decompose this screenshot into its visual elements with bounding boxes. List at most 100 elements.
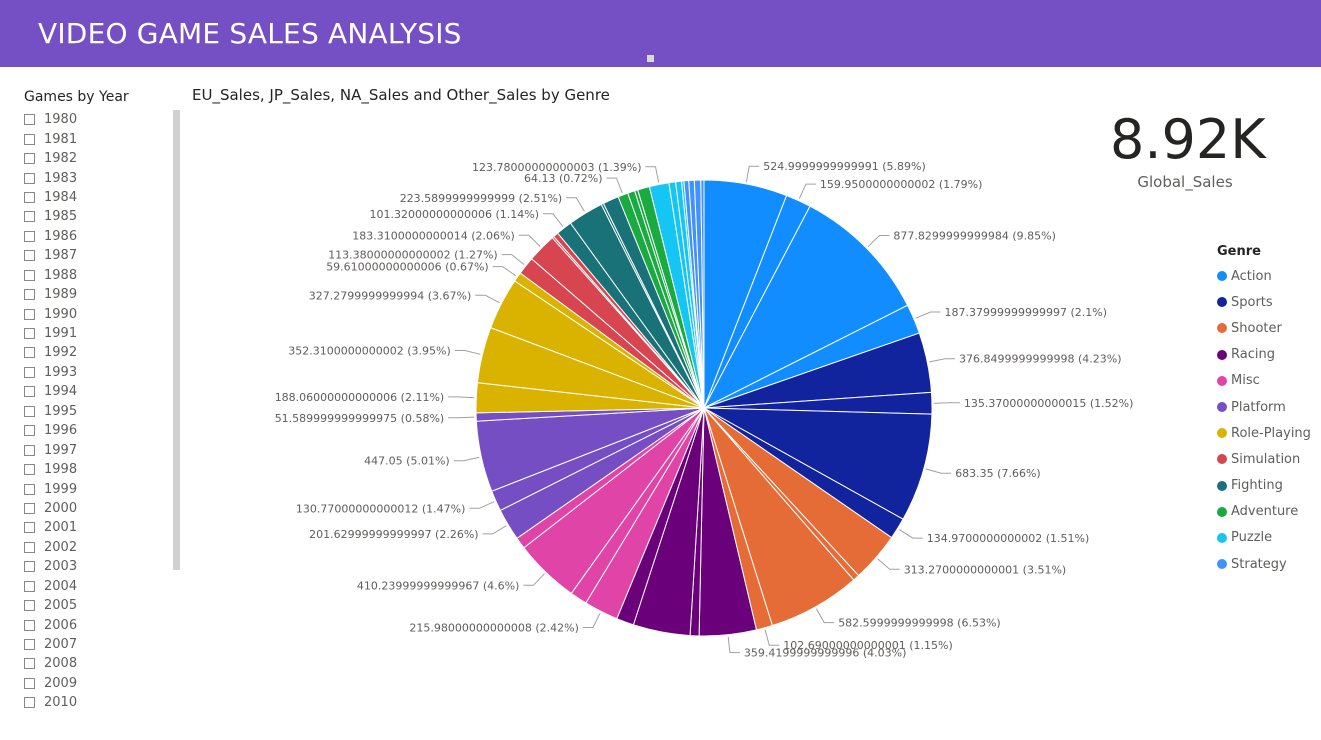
year-label: 2005 [44,598,78,614]
leader-line [745,165,760,182]
year-option-1997[interactable]: 1997 [24,440,77,459]
year-checkbox[interactable] [24,328,35,340]
legend-item-shooter[interactable]: Shooter [1217,315,1311,341]
year-label: 1981 [44,131,78,147]
legend-label: Fighting [1231,478,1283,494]
year-option-2004[interactable]: 2004 [24,577,77,596]
year-option-1992[interactable]: 1992 [24,343,77,362]
year-option-1987[interactable]: 1987 [24,246,77,265]
year-option-1982[interactable]: 1982 [24,149,77,168]
year-checkbox[interactable] [24,386,35,398]
year-checkbox[interactable] [24,250,35,262]
legend-marker [1217,349,1227,360]
year-checkbox[interactable] [24,172,35,184]
year-checkbox[interactable] [24,366,35,378]
year-checkbox[interactable] [24,561,35,573]
year-checkbox[interactable] [24,619,35,631]
pie-slice-sports[interactable] [703,407,933,520]
year-checkbox[interactable] [24,191,35,203]
year-option-2000[interactable]: 2000 [24,499,77,518]
year-checkbox[interactable] [24,483,35,495]
year-checkbox[interactable] [24,133,35,145]
year-checkbox[interactable] [24,502,35,514]
year-checkbox[interactable] [24,464,35,476]
year-option-1999[interactable]: 1999 [24,479,77,498]
year-checkbox[interactable] [24,697,35,708]
year-option-1981[interactable]: 1981 [24,129,77,148]
year-option-1986[interactable]: 1986 [24,227,77,246]
pie-slice-action[interactable] [702,205,909,410]
year-checkbox[interactable] [24,308,35,320]
leader-line [582,612,601,628]
year-label: 1989 [44,287,78,303]
year-option-1998[interactable]: 1998 [24,460,77,479]
year-checkbox[interactable] [24,269,35,281]
legend-item-simulation[interactable]: Simulation [1217,446,1311,472]
data-label: 51.589999999999975 (0.58%) [275,412,445,425]
report-title: VIDEO GAME SALES ANALYSIS [38,17,462,50]
year-option-1984[interactable]: 1984 [24,188,77,207]
year-option-1989[interactable]: 1989 [24,285,77,304]
legend-item-platform[interactable]: Platform [1217,394,1311,420]
year-option-2009[interactable]: 2009 [24,674,77,693]
year-checkbox[interactable] [24,211,35,223]
year-label: 2010 [44,695,78,708]
leader-line [475,294,500,304]
legend-item-misc[interactable]: Misc [1217,368,1311,394]
year-option-2005[interactable]: 2005 [24,596,77,615]
legend-item-strategy[interactable]: Strategy [1217,551,1311,577]
legend-item-adventure[interactable]: Adventure [1217,499,1311,525]
year-checkbox[interactable] [24,444,35,456]
year-option-1991[interactable]: 1991 [24,324,77,343]
year-option-1993[interactable]: 1993 [24,363,77,382]
year-checkbox[interactable] [24,289,35,301]
year-checkbox[interactable] [24,425,35,437]
year-checkbox[interactable] [24,541,35,553]
year-option-2007[interactable]: 2007 [24,635,77,654]
legend-item-action[interactable]: Action [1217,263,1311,289]
year-checkbox[interactable] [24,677,35,689]
year-option-2003[interactable]: 2003 [24,557,77,576]
year-option-2002[interactable]: 2002 [24,538,77,557]
year-checkbox[interactable] [24,230,35,242]
year-label: 1987 [44,248,78,264]
legend-marker [1217,559,1227,570]
data-label: 123.78000000000003 (1.39%) [472,161,642,174]
slicer-title: Games by Year [24,89,129,105]
year-option-2001[interactable]: 2001 [24,518,77,537]
legend-item-sports[interactable]: Sports [1217,289,1311,315]
legend-item-fighting[interactable]: Fighting [1217,473,1311,499]
kpi-card-value: 8.92K [1110,108,1266,171]
leader-line [798,183,816,199]
year-option-1983[interactable]: 1983 [24,168,77,187]
year-option-1985[interactable]: 1985 [24,207,77,226]
year-option-2006[interactable]: 2006 [24,615,77,634]
year-option-1996[interactable]: 1996 [24,421,77,440]
year-checkbox[interactable] [24,405,35,417]
leader-line [523,573,545,586]
year-option-1990[interactable]: 1990 [24,304,77,323]
year-checkbox[interactable] [24,347,35,359]
pie-slice-strategy[interactable] [700,179,705,409]
year-checkbox[interactable] [24,639,35,651]
legend-label: Platform [1231,399,1286,415]
slicer-scrollbar[interactable] [173,110,180,570]
year-checkbox[interactable] [24,658,35,670]
legend-item-role-playing[interactable]: Role-Playing [1217,420,1311,446]
legend-item-puzzle[interactable]: Puzzle [1217,525,1311,551]
legend-item-racing[interactable]: Racing [1217,342,1311,368]
year-option-1994[interactable]: 1994 [24,382,77,401]
year-option-2010[interactable]: 2010 [24,693,77,708]
year-checkbox[interactable] [24,600,35,612]
legend-marker [1217,375,1227,386]
year-option-1988[interactable]: 1988 [24,266,77,285]
year-option-1980[interactable]: 1980 [24,110,77,129]
year-option-1995[interactable]: 1995 [24,402,77,421]
year-checkbox[interactable] [24,522,35,534]
year-checkbox[interactable] [24,114,35,126]
year-option-2008[interactable]: 2008 [24,654,77,673]
year-label: 1999 [44,481,78,497]
year-checkbox[interactable] [24,580,35,592]
visual-focus-handle[interactable] [647,55,654,62]
year-checkbox[interactable] [24,153,35,165]
